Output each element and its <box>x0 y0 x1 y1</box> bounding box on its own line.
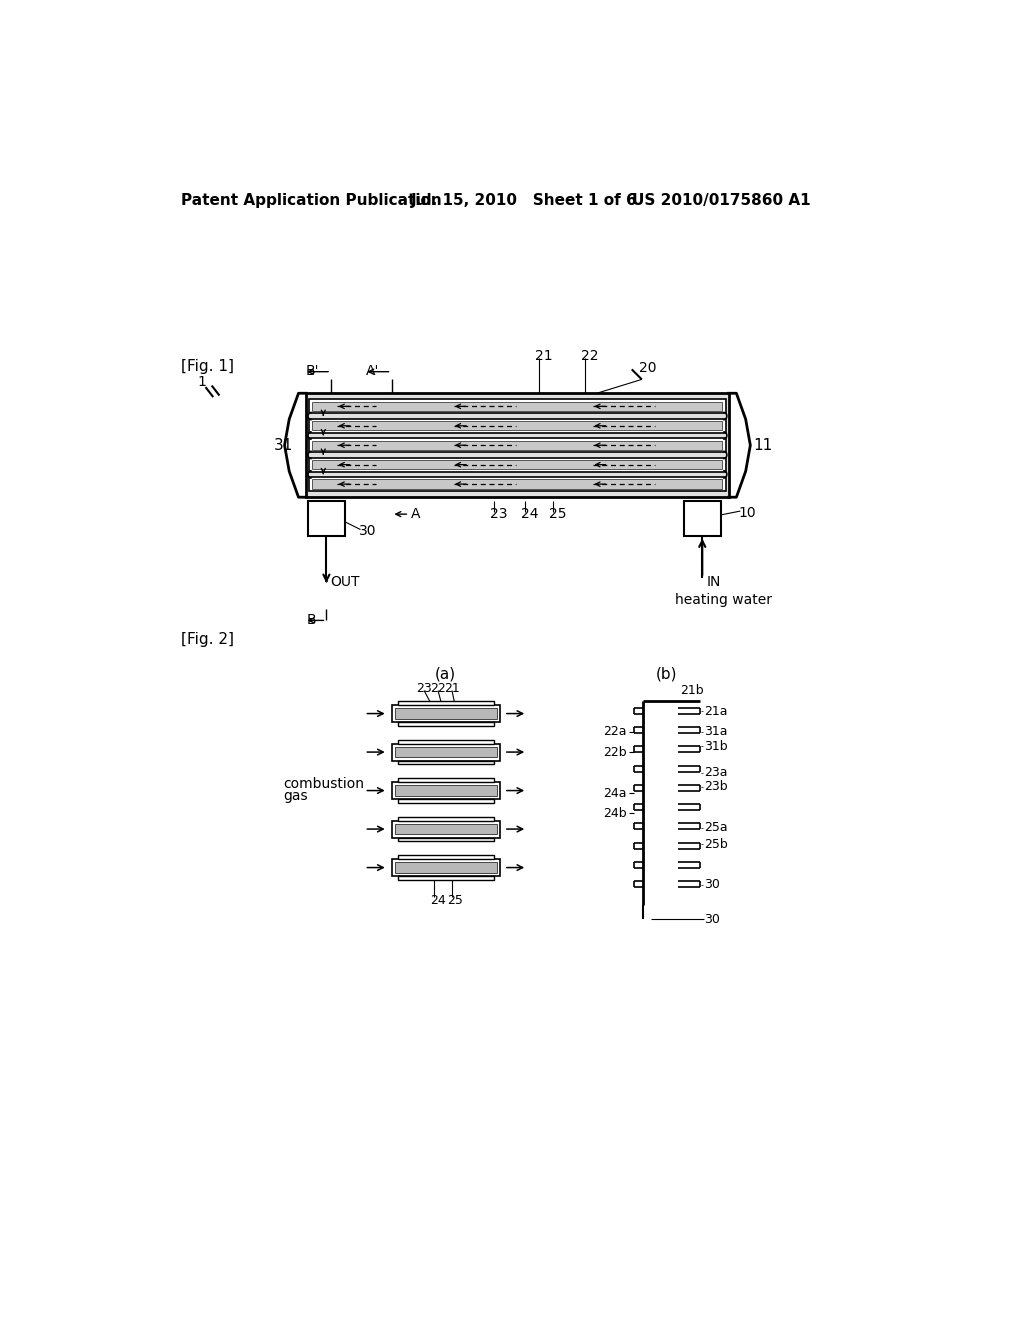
Bar <box>306 393 729 498</box>
Text: 30: 30 <box>703 912 720 925</box>
Text: 25: 25 <box>447 894 463 907</box>
Text: Jul. 15, 2010   Sheet 1 of 6: Jul. 15, 2010 Sheet 1 of 6 <box>411 193 638 209</box>
Text: 30: 30 <box>703 878 720 891</box>
Bar <box>391 821 500 838</box>
Bar <box>391 743 500 760</box>
Text: 21a: 21a <box>703 705 727 718</box>
Text: 21: 21 <box>535 350 553 363</box>
Bar <box>394 785 497 796</box>
Bar <box>312 421 722 430</box>
Text: B: B <box>306 614 315 627</box>
Text: A': A' <box>366 364 379 378</box>
Bar <box>309 478 726 491</box>
Bar <box>312 461 722 470</box>
Bar <box>397 701 494 705</box>
Bar <box>309 438 726 453</box>
Text: 22: 22 <box>430 681 445 694</box>
Text: 24b: 24b <box>603 807 627 820</box>
Bar <box>391 781 500 799</box>
Text: 10: 10 <box>738 506 757 520</box>
Text: 24a: 24a <box>603 787 627 800</box>
Text: B': B' <box>305 364 318 378</box>
Text: IN: IN <box>707 576 721 589</box>
Bar <box>309 458 726 471</box>
Bar <box>394 824 497 834</box>
Text: 23: 23 <box>416 681 432 694</box>
Bar <box>397 855 494 859</box>
Text: [Fig. 1]: [Fig. 1] <box>180 359 233 374</box>
Text: US 2010/0175860 A1: US 2010/0175860 A1 <box>632 193 810 209</box>
Text: 31: 31 <box>273 438 293 453</box>
Text: gas: gas <box>283 789 307 803</box>
Text: heating water: heating water <box>675 593 772 607</box>
Bar <box>684 502 721 536</box>
Bar <box>391 859 500 876</box>
Bar <box>397 799 494 803</box>
Bar <box>397 779 494 781</box>
Bar <box>312 441 722 450</box>
Text: 11: 11 <box>754 438 773 453</box>
Text: 21b: 21b <box>680 684 705 697</box>
Text: 23: 23 <box>489 507 508 521</box>
Bar <box>312 401 722 411</box>
Text: A: A <box>411 507 421 521</box>
Text: 24: 24 <box>521 507 539 521</box>
Text: OUT: OUT <box>331 576 359 589</box>
Text: 23b: 23b <box>703 780 727 793</box>
Text: 31a: 31a <box>703 726 727 738</box>
Text: 22a: 22a <box>603 726 627 738</box>
Text: (b): (b) <box>656 667 677 682</box>
Bar <box>309 418 726 433</box>
Bar <box>394 862 497 873</box>
Text: 25: 25 <box>549 507 566 521</box>
Bar <box>308 502 345 536</box>
Bar <box>397 722 494 726</box>
Text: 20: 20 <box>640 360 657 375</box>
Bar <box>394 747 497 758</box>
Text: (a): (a) <box>435 667 457 682</box>
Text: Patent Application Publication: Patent Application Publication <box>180 193 441 209</box>
Bar <box>397 838 494 841</box>
Text: 22b: 22b <box>603 746 627 759</box>
Bar <box>397 876 494 880</box>
Bar <box>397 817 494 821</box>
Text: 23a: 23a <box>703 766 727 779</box>
Bar <box>397 760 494 764</box>
Text: 30: 30 <box>359 524 377 539</box>
Bar <box>397 739 494 743</box>
Text: 24: 24 <box>430 894 446 907</box>
Bar <box>309 400 726 413</box>
Text: 22: 22 <box>582 350 599 363</box>
Text: [Fig. 2]: [Fig. 2] <box>180 632 233 647</box>
Text: 25b: 25b <box>703 838 728 850</box>
Text: 25a: 25a <box>703 821 727 834</box>
Text: 21: 21 <box>444 681 460 694</box>
Bar <box>394 708 497 719</box>
Text: 1: 1 <box>198 375 207 388</box>
Bar <box>391 705 500 722</box>
Bar <box>312 479 722 488</box>
Text: combustion: combustion <box>283 777 364 792</box>
Text: 31b: 31b <box>703 739 727 752</box>
